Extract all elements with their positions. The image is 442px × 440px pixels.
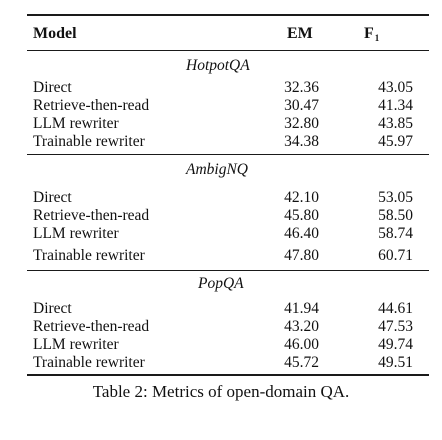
- section-title-ambignq: AmbigNQ: [186, 161, 248, 178]
- model-name: LLM rewriter: [33, 225, 119, 242]
- em-value: 42.10: [284, 189, 319, 206]
- model-name: Retrieve-then-read: [33, 318, 150, 335]
- f1-value: 53.05: [378, 189, 413, 206]
- f1-value: 43.05: [378, 79, 413, 96]
- f1-header-main: F: [364, 25, 374, 42]
- f1-value: 49.74: [378, 336, 413, 353]
- model-name: Retrieve-then-read: [33, 97, 150, 114]
- model-name: Direct: [33, 300, 72, 317]
- model-name: Direct: [33, 79, 72, 96]
- em-value: 34.38: [284, 133, 319, 150]
- f1-value: 41.34: [378, 97, 413, 114]
- f1-header-subscript: 1: [374, 33, 380, 43]
- f1-value: 47.53: [378, 318, 413, 335]
- model-name: LLM rewriter: [33, 336, 119, 353]
- f1-value: 43.85: [378, 115, 413, 132]
- em-value: 46.00: [284, 336, 319, 353]
- em-value: 46.40: [284, 225, 319, 242]
- em-value: 32.36: [284, 79, 319, 96]
- model-name: Retrieve-then-read: [33, 207, 150, 224]
- section-divider-rule: [27, 270, 429, 271]
- model-name: Direct: [33, 189, 72, 206]
- model-column-header: Model: [33, 25, 77, 42]
- f1-value: 58.50: [378, 207, 413, 224]
- f1-value: 44.61: [378, 300, 413, 317]
- model-name: Trainable rewriter: [33, 133, 145, 150]
- em-value: 47.80: [284, 247, 319, 264]
- model-name: Trainable rewriter: [33, 354, 145, 371]
- f1-value: 58.74: [378, 225, 413, 242]
- f1-column-header: F1: [364, 26, 379, 43]
- em-value: 45.72: [284, 354, 319, 371]
- f1-value: 60.71: [378, 247, 413, 264]
- section-title-hotpotqa: HotpotQA: [186, 57, 250, 74]
- model-name: LLM rewriter: [33, 115, 119, 132]
- section-divider-rule: [27, 154, 429, 155]
- em-value: 45.80: [284, 207, 319, 224]
- table-caption: Table 2: Metrics of open-domain QA.: [92, 382, 350, 401]
- em-value: 30.47: [284, 97, 319, 114]
- table-bottom-rule: [27, 374, 429, 376]
- em-value: 41.94: [284, 300, 319, 317]
- model-name: Trainable rewriter: [33, 247, 145, 264]
- em-column-header: EM: [287, 25, 313, 42]
- f1-value: 45.97: [378, 133, 413, 150]
- f1-value: 49.51: [378, 354, 413, 371]
- header-bottom-rule: [27, 50, 429, 51]
- table-top-rule: [27, 14, 429, 16]
- em-value: 32.80: [284, 115, 319, 132]
- section-title-popqa: PopQA: [198, 275, 244, 292]
- em-value: 43.20: [284, 318, 319, 335]
